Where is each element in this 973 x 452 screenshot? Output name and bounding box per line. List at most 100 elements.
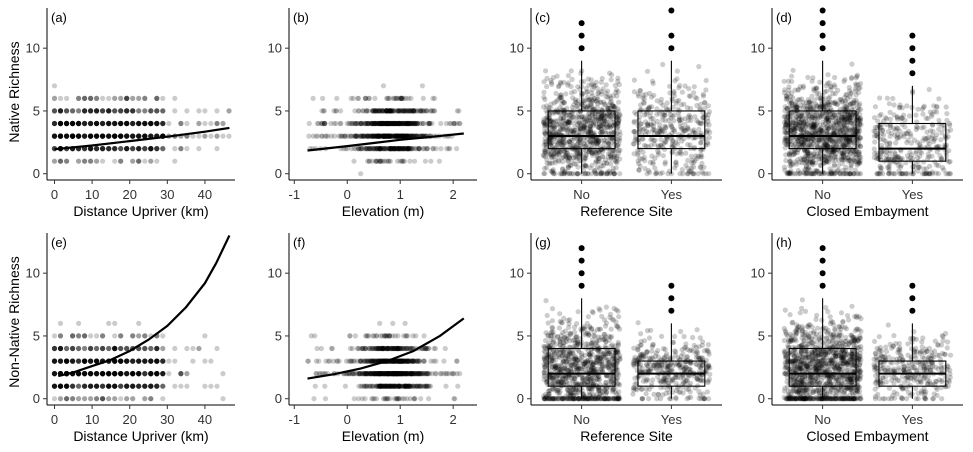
data-point: [88, 120, 94, 127]
data-point: [208, 133, 214, 139]
data-point: [676, 97, 682, 104]
data-point: [800, 142, 806, 148]
data-point: [82, 108, 88, 114]
data-point: [136, 120, 142, 127]
data-point: [783, 120, 790, 126]
data-point: [588, 102, 594, 108]
data-point: [112, 133, 118, 139]
data-point: [112, 133, 118, 139]
data-point: [106, 120, 112, 127]
data-point: [82, 95, 88, 101]
data-point: [911, 137, 917, 143]
data-point: [118, 120, 124, 127]
data-point: [148, 108, 154, 114]
data-point: [331, 133, 338, 139]
data-point: [82, 120, 88, 127]
data-point: [376, 120, 382, 127]
outlier-point: [668, 45, 675, 52]
data-point: [142, 120, 148, 127]
data-point: [915, 106, 921, 112]
data-point: [154, 120, 160, 127]
data-point: [930, 122, 936, 128]
data-point: [689, 128, 696, 134]
data-point: [142, 133, 148, 139]
data-point: [808, 104, 814, 110]
data-point: [106, 108, 112, 114]
data-point: [697, 121, 703, 127]
data-point: [697, 164, 704, 170]
data-point: [196, 120, 202, 127]
data-point: [154, 108, 160, 114]
data-point: [692, 94, 698, 100]
data-point: [891, 102, 897, 108]
data-point: [148, 120, 154, 127]
data-point: [561, 100, 567, 106]
data-point: [800, 83, 807, 89]
y-tick-label: 5: [275, 103, 282, 118]
data-point: [196, 108, 202, 114]
data-point: [94, 133, 100, 139]
data-point: [416, 146, 422, 152]
data-point: [585, 171, 591, 177]
data-point: [887, 141, 893, 147]
data-point: [160, 383, 166, 389]
data-point: [670, 98, 676, 104]
data-point: [112, 146, 118, 152]
data-point: [148, 108, 154, 114]
data-point: [64, 133, 70, 139]
data-point: [700, 93, 707, 99]
data-point: [401, 146, 407, 152]
data-point: [57, 133, 64, 139]
data-point: [385, 120, 391, 127]
data-point: [703, 87, 709, 93]
data-point: [51, 133, 58, 139]
panel-label: (c): [535, 10, 550, 25]
data-point: [148, 108, 154, 114]
data-point: [100, 133, 106, 139]
data-point: [94, 158, 100, 164]
data-point: [880, 118, 887, 124]
data-point: [57, 95, 64, 101]
data-point: [662, 129, 668, 135]
data-point: [64, 133, 70, 139]
data-point: [637, 87, 644, 93]
data-point: [82, 95, 88, 101]
data-point: [100, 146, 106, 152]
data-point: [594, 98, 600, 104]
data-point: [809, 78, 815, 84]
data-point: [100, 95, 106, 101]
data-point: [599, 154, 605, 160]
data-point: [51, 133, 58, 139]
data-point: [830, 122, 836, 128]
data-point: [659, 170, 665, 176]
data-point: [703, 77, 709, 84]
data-point: [214, 120, 220, 127]
data-point: [565, 73, 572, 79]
data-point: [677, 82, 683, 89]
data-point: [100, 108, 106, 114]
data-point: [685, 124, 691, 130]
data-point: [70, 133, 76, 139]
data-point: [698, 130, 704, 136]
data-point: [142, 120, 148, 127]
data-point: [609, 102, 615, 108]
data-point: [829, 148, 836, 154]
y-tick-label: 5: [33, 103, 40, 118]
data-point: [64, 133, 70, 139]
data-point: [544, 75, 550, 81]
data-point: [51, 120, 58, 127]
data-point: [338, 108, 344, 114]
x-tick-label: Yes: [661, 187, 683, 202]
data-point: [925, 151, 931, 157]
data-point: [136, 146, 142, 152]
data-point: [608, 155, 614, 161]
data-point: [94, 146, 100, 152]
data-point: [564, 150, 571, 156]
data-point: [321, 108, 327, 114]
data-point: [118, 133, 124, 139]
data-point: [832, 74, 838, 81]
data-point: [154, 120, 160, 127]
data-point: [546, 161, 552, 167]
data-point: [112, 133, 118, 139]
data-point: [364, 108, 370, 114]
